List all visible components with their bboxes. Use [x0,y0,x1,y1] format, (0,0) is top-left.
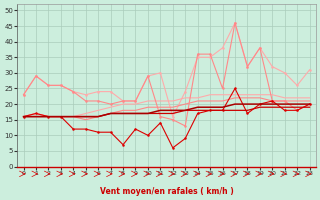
X-axis label: Vent moyen/en rafales ( km/h ): Vent moyen/en rafales ( km/h ) [100,187,234,196]
